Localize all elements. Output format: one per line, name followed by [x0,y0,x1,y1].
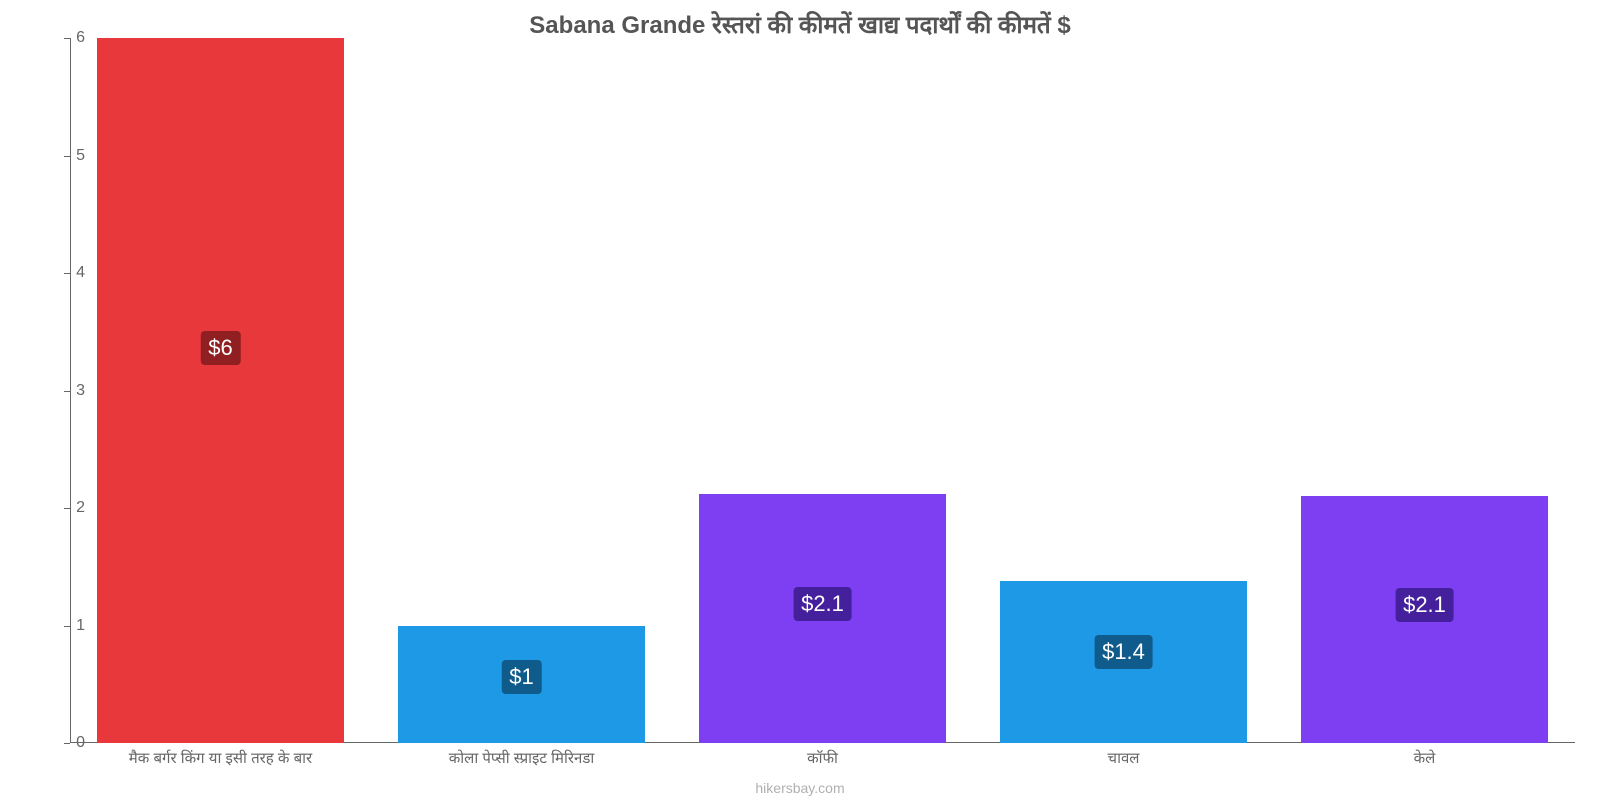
watermark: hikersbay.com [0,780,1600,796]
bar [97,38,344,743]
y-tick-label: 2 [76,499,85,517]
y-tick-label: 1 [76,617,85,635]
y-tick [64,38,70,39]
y-tick-label: 0 [76,734,85,752]
y-tick-label: 6 [76,29,85,47]
bar-value-label: $1 [501,660,541,694]
y-tick [64,626,70,627]
bar-value-label: $2.1 [793,587,852,621]
x-tick-label: केले [1414,748,1436,768]
chart-title: Sabana Grande रेस्तरां की कीमतें खाद्य प… [0,8,1600,41]
y-axis-line [70,38,71,743]
bar-value-label: $6 [200,331,240,365]
y-tick [64,743,70,744]
y-tick-label: 3 [76,382,85,400]
y-tick-label: 4 [76,264,85,282]
bar-value-label: $1.4 [1094,635,1153,669]
x-tick-label: कॉफी [807,748,838,768]
y-tick [64,508,70,509]
x-tick-label: चावल [1108,748,1140,768]
bar-value-label: $2.1 [1395,588,1454,622]
y-tick [64,391,70,392]
plot-area: $6 $1 $2.1 $1.4 $2.1 [70,38,1575,743]
x-tick-label: कोला पेप्सी स्प्राइट मिरिनडा [449,748,595,768]
y-tick [64,156,70,157]
y-tick-label: 5 [76,147,85,165]
y-tick [64,273,70,274]
x-tick-label: मैक बर्गर किंग या इसी तरह के बार [129,748,312,768]
